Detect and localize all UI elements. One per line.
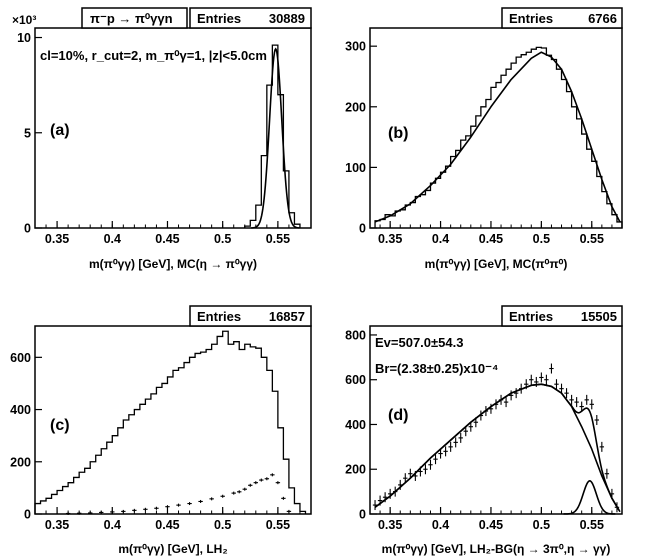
y-tick-label: 100 — [345, 161, 366, 175]
plot-frame-c — [34, 325, 312, 515]
marks-c — [34, 330, 307, 515]
x-tick-label: 0.35 — [378, 232, 402, 246]
y-tick-label: 5 — [24, 126, 31, 140]
entries-box-a — [189, 7, 312, 29]
panel-b: Entries 6766 (b) m(π⁰γγ) [GeV], MC(π⁰π⁰)… — [345, 7, 623, 271]
fit-curve-a — [251, 47, 300, 229]
x-axis-label-c: m(π⁰γγ) [GeV], LH₂ — [118, 542, 227, 556]
x-tick-label: 0.55 — [580, 518, 604, 532]
panel-c: Entries 16857 (c) m(π⁰γγ) [GeV], LH₂ 0.3… — [10, 305, 312, 556]
axes-c: 0.35 0.4 0.45 0.5 0.55 0 200 400 600 — [10, 351, 301, 532]
y-tick-label: 10 — [17, 31, 31, 45]
entries-value-a: 30889 — [269, 11, 305, 26]
y-multiplier-label: ×10³ — [12, 13, 36, 27]
x-tick-label: 0.35 — [378, 518, 402, 532]
x-tick-label: 0.4 — [432, 518, 449, 532]
fit-curve-b — [374, 51, 621, 223]
branching-ratio-annotation: Br=(2.38±0.25)x10⁻⁴ — [375, 361, 498, 376]
x-axis-label-b: m(π⁰γγ) [GeV], MC(π⁰π⁰) — [425, 257, 568, 271]
marks-b — [374, 46, 623, 228]
y-tick-label: 200 — [10, 455, 31, 469]
entries-box-d — [501, 305, 623, 327]
x-tick-label: 0.55 — [266, 518, 290, 532]
x-tick-label: 0.55 — [266, 232, 290, 246]
y-tick-label: 0 — [359, 222, 366, 236]
x-tick-label: 0.55 — [580, 232, 604, 246]
signal-fit-curve — [563, 480, 616, 515]
x-axis-label-a: m(π⁰γγ) [GeV], MC(η → π⁰γγ) — [89, 257, 257, 271]
entries-label-b: Entries — [509, 11, 553, 26]
x-tick-label: 0.5 — [214, 232, 231, 246]
x-tick-label: 0.45 — [479, 232, 503, 246]
total-fit-curve — [374, 383, 620, 511]
panel-label-d: (d) — [388, 407, 408, 424]
entries-label-a: Entries — [197, 11, 241, 26]
plot-frame-b — [369, 27, 623, 229]
x-tick-label: 0.35 — [45, 232, 69, 246]
axes-a: 0.35 0.4 0.45 0.5 0.55 0 5 10 — [17, 31, 301, 246]
axes-d: 0.35 0.4 0.45 0.5 0.55 0 200 400 600 800 — [345, 328, 613, 532]
x-tick-label: 0.4 — [104, 232, 121, 246]
x-tick-label: 0.35 — [45, 518, 69, 532]
x-tick-label: 0.4 — [104, 518, 121, 532]
entries-box-c — [189, 305, 312, 327]
y-tick-label: 200 — [345, 463, 366, 477]
x-tick-label: 0.4 — [432, 232, 449, 246]
events-annotation: Ev=507.0±54.3 — [375, 335, 463, 350]
entries-box-b — [501, 7, 623, 29]
reaction-box — [81, 7, 188, 29]
x-tick-label: 0.45 — [479, 518, 503, 532]
x-tick-label: 0.45 — [155, 232, 179, 246]
entries-label-c: Entries — [197, 309, 241, 324]
panel-d: Entries 15505 Ev=507.0±54.3 Br=(2.38±0.2… — [345, 305, 623, 556]
x-tick-label: 0.45 — [155, 518, 179, 532]
axes-b: 0.35 0.4 0.45 0.5 0.55 0 100 200 300 — [345, 40, 613, 246]
y-tick-label: 600 — [345, 373, 366, 387]
marks-a — [244, 44, 301, 229]
y-tick-label: 200 — [345, 100, 366, 114]
y-tick-label: 0 — [359, 508, 366, 522]
entries-value-c: 16857 — [269, 309, 305, 324]
x-tick-label: 0.5 — [533, 232, 550, 246]
panel-label-a: (a) — [50, 122, 70, 139]
y-tick-label: 0 — [24, 222, 31, 236]
reaction-label: π⁻p → π⁰γγn — [90, 11, 173, 26]
panel-label-b: (b) — [388, 125, 408, 142]
entries-label-d: Entries — [509, 309, 553, 324]
y-tick-label: 400 — [10, 403, 31, 417]
x-axis-label-d: m(π⁰γγ) [GeV], LH₂-BG(η → 3π⁰,η → γγ) — [382, 542, 611, 556]
panel-label-c: (c) — [50, 417, 70, 434]
x-tick-label: 0.5 — [214, 518, 231, 532]
y-tick-label: 600 — [10, 351, 31, 365]
panel-a: ×10³ π⁻p → π⁰γγn Entries 30889 cl=10%, r… — [12, 7, 312, 271]
entries-value-d: 15505 — [581, 309, 617, 324]
y-tick-label: 800 — [345, 328, 366, 342]
y-tick-label: 300 — [345, 40, 366, 54]
x-tick-label: 0.5 — [533, 518, 550, 532]
y-tick-label: 400 — [345, 418, 366, 432]
histogram-b — [374, 46, 623, 228]
y-tick-label: 0 — [24, 508, 31, 522]
histogram-c — [34, 330, 307, 514]
marks-d — [372, 363, 621, 515]
cut-annotation: cl=10%, r_cut=2, m_π⁰γ=1, |z|<5.0cm — [40, 48, 267, 63]
entries-value-b: 6766 — [588, 11, 617, 26]
plot-frame-d — [369, 325, 623, 515]
